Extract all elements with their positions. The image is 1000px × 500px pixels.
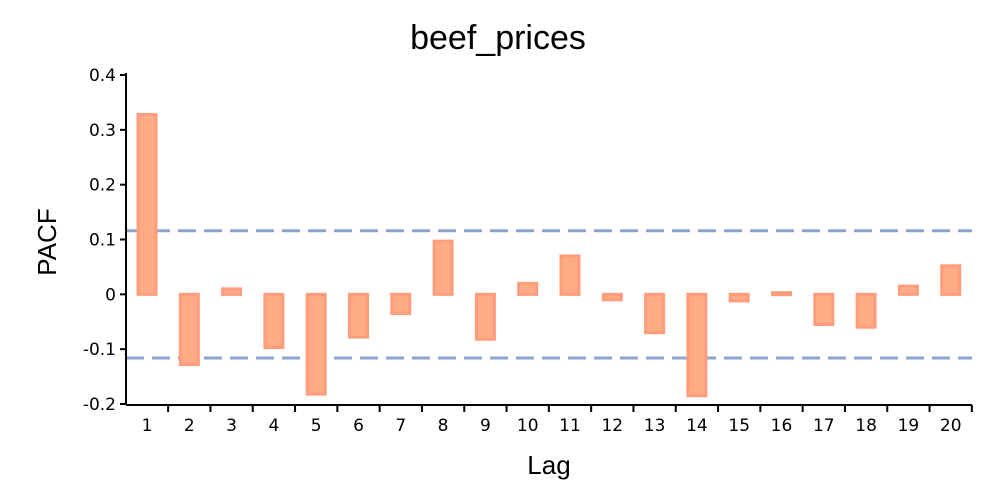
chart-title: beef_prices <box>410 19 586 57</box>
x-tick-label: 13 <box>644 416 666 436</box>
pacf-bar-lag-2 <box>178 292 200 367</box>
x-tick-label: 1 <box>142 416 153 436</box>
x-axis-label: Lag <box>527 450 570 480</box>
x-tick-label: 15 <box>728 416 750 436</box>
x-tick-label: 10 <box>517 416 539 436</box>
pacf-bar-lag-19 <box>897 284 919 296</box>
y-tick-label: 0.1 <box>89 231 116 251</box>
y-tick-label: 0 <box>105 285 116 305</box>
pacf-bar-lag-12 <box>601 292 623 302</box>
pacf-bar-lag-8 <box>432 239 454 296</box>
x-tick-label: 9 <box>480 416 491 436</box>
y-tick-label: 0.3 <box>89 121 116 141</box>
pacf-bar-lag-18 <box>855 292 877 329</box>
pacf-bar-lag-5 <box>305 292 327 396</box>
pacf-bar-lag-11 <box>559 254 581 296</box>
x-tick-label: 18 <box>855 416 877 436</box>
x-tick-label: 6 <box>353 416 364 436</box>
x-tick-label: 19 <box>898 416 920 436</box>
x-tick-label: 11 <box>559 416 581 436</box>
pacf-bar-lag-20 <box>940 264 962 296</box>
x-tick-label: 8 <box>438 416 449 436</box>
x-tick-label: 4 <box>268 416 279 436</box>
x-tick-label: 20 <box>940 416 962 436</box>
x-tick-label: 5 <box>311 416 322 436</box>
pacf-bar-lag-4 <box>263 292 285 350</box>
plot-area: 0.40.30.20.10-0.1-0.21 2 3 4 5 6 7 8 9 10 11 12 13 14… <box>83 66 973 436</box>
pacf-bar-lag-15 <box>728 292 750 303</box>
x-tick-label: 2 <box>184 416 195 436</box>
x-tick-label: 12 <box>601 416 623 436</box>
y-tick-label: 0.4 <box>89 66 116 86</box>
y-tick-label: -0.1 <box>83 340 116 360</box>
pacf-bar-lag-16 <box>771 291 792 297</box>
x-tick-label: 14 <box>686 416 708 436</box>
x-tick-label: 17 <box>813 416 835 436</box>
pacf-bar-lag-14 <box>686 292 708 398</box>
x-tick-label: 3 <box>226 416 237 436</box>
pacf-bar-lag-10 <box>517 281 539 296</box>
x-tick-label: 16 <box>771 416 793 436</box>
pacf-bar-lag-6 <box>348 292 369 339</box>
pacf-bar-lag-7 <box>390 292 412 316</box>
pacf-bar-lag-17 <box>813 292 835 326</box>
pacf-bar-lag-3 <box>221 287 243 296</box>
x-tick-label: 7 <box>395 416 406 436</box>
y-tick-label: 0.2 <box>89 176 116 196</box>
pacf-bar-lag-13 <box>644 292 666 335</box>
y-tick-label: -0.2 <box>83 395 116 415</box>
y-axis-label: PACF <box>32 208 62 275</box>
pacf-bar-lag-1 <box>136 112 158 296</box>
pacf-bar-lag-9 <box>474 292 496 341</box>
